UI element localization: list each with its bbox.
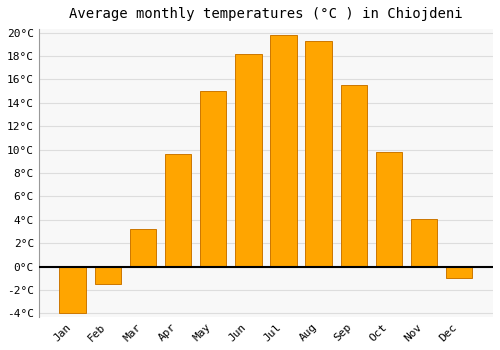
Bar bbox=[94, 266, 121, 284]
Bar bbox=[270, 35, 296, 266]
Bar bbox=[340, 85, 367, 266]
Bar bbox=[165, 154, 191, 266]
Bar bbox=[235, 54, 262, 266]
Bar bbox=[376, 152, 402, 266]
Bar bbox=[306, 41, 332, 266]
Bar bbox=[60, 266, 86, 313]
Bar bbox=[130, 229, 156, 266]
Bar bbox=[200, 91, 226, 266]
Title: Average monthly temperatures (°C ) in Chiojdeni: Average monthly temperatures (°C ) in Ch… bbox=[69, 7, 462, 21]
Bar bbox=[411, 218, 438, 266]
Bar bbox=[446, 266, 472, 278]
